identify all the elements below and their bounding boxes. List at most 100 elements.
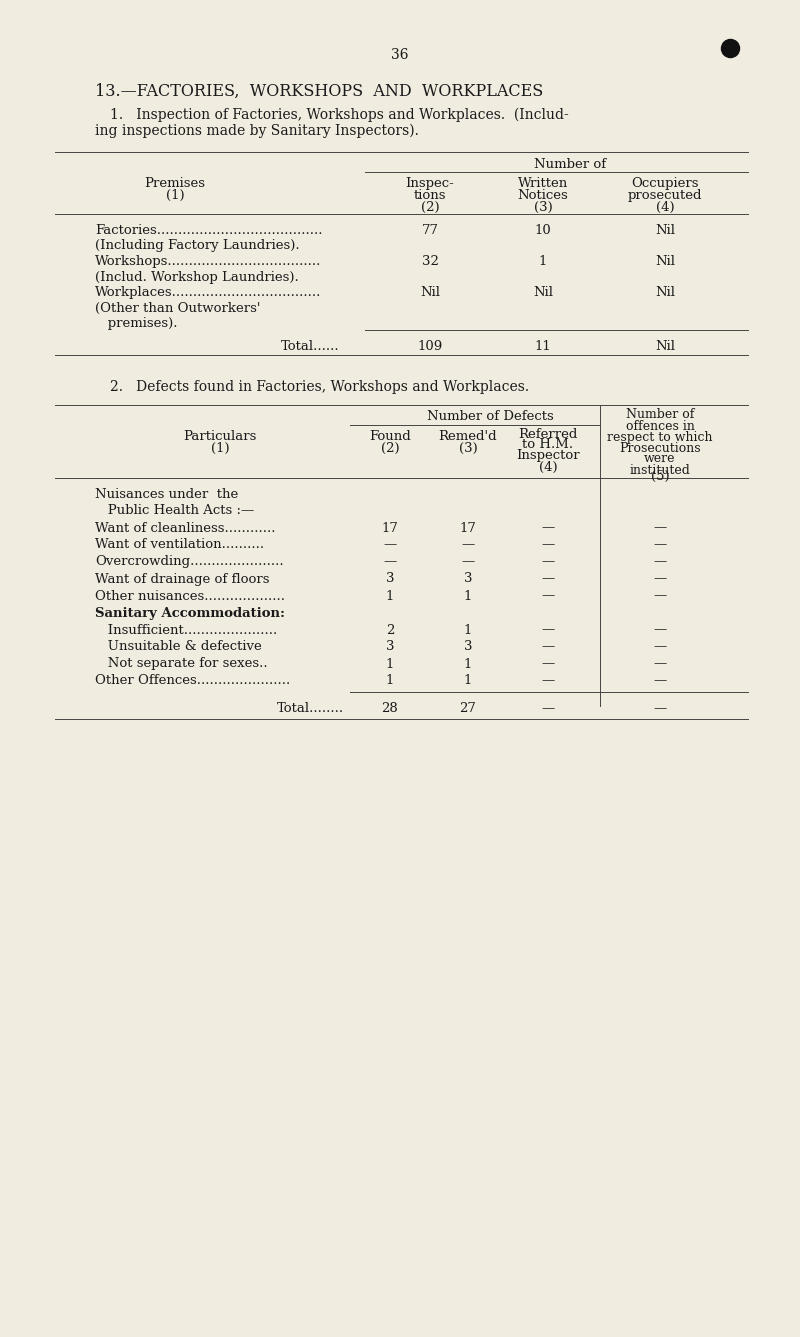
Text: 3: 3 — [386, 572, 394, 586]
Text: —: — — [654, 521, 666, 535]
Text: Particulars: Particulars — [183, 429, 257, 443]
Text: (1): (1) — [166, 189, 184, 202]
Text: were: were — [644, 452, 676, 465]
Text: 1: 1 — [386, 674, 394, 687]
Text: tions: tions — [414, 189, 446, 202]
Text: Remed'd: Remed'd — [438, 429, 498, 443]
Text: —: — — [654, 555, 666, 568]
Text: 11: 11 — [534, 340, 551, 353]
Text: instituted: instituted — [630, 464, 690, 476]
Text: —: — — [462, 539, 474, 551]
Text: —: — — [654, 623, 666, 636]
Text: Nil: Nil — [655, 286, 675, 299]
Text: (Including Factory Laundries).: (Including Factory Laundries). — [95, 239, 300, 253]
Text: Referred: Referred — [518, 428, 578, 440]
Text: —: — — [542, 521, 554, 535]
Text: —: — — [542, 590, 554, 603]
Text: Want of drainage of floors: Want of drainage of floors — [95, 572, 270, 586]
Text: (3): (3) — [458, 441, 478, 455]
Text: Nil: Nil — [655, 225, 675, 237]
Text: Inspec-: Inspec- — [406, 176, 454, 190]
Text: (4): (4) — [656, 201, 674, 214]
Text: (5): (5) — [650, 469, 670, 483]
Text: Workshops....................................: Workshops...............................… — [95, 255, 322, 267]
Text: Prosecutions: Prosecutions — [619, 441, 701, 455]
Text: Inspector: Inspector — [516, 449, 580, 463]
Text: Number of Defects: Number of Defects — [426, 410, 554, 424]
Text: 2: 2 — [386, 623, 394, 636]
Text: Nil: Nil — [655, 340, 675, 353]
Text: 109: 109 — [418, 340, 442, 353]
Text: —: — — [383, 555, 397, 568]
Text: Not separate for sexes..: Not separate for sexes.. — [95, 658, 268, 670]
Text: 3: 3 — [464, 640, 472, 654]
Text: —: — — [542, 555, 554, 568]
Text: —: — — [542, 674, 554, 687]
Text: (Other than Outworkers': (Other than Outworkers' — [95, 302, 261, 314]
Text: Nil: Nil — [420, 286, 440, 299]
Text: ing inspections made by Sanitary Inspectors).: ing inspections made by Sanitary Inspect… — [95, 124, 419, 139]
Text: Sanitary Accommodation:: Sanitary Accommodation: — [95, 607, 285, 619]
Text: —: — — [654, 590, 666, 603]
Text: Premises: Premises — [145, 176, 206, 190]
Text: 1: 1 — [386, 590, 394, 603]
Text: Unsuitable & defective: Unsuitable & defective — [95, 640, 262, 654]
Text: 17: 17 — [382, 521, 398, 535]
Text: Total........: Total........ — [277, 702, 343, 715]
Text: 3: 3 — [464, 572, 472, 586]
Text: 28: 28 — [382, 702, 398, 715]
Text: —: — — [654, 539, 666, 551]
Text: —: — — [542, 539, 554, 551]
Text: (4): (4) — [538, 460, 558, 473]
Text: Other Offences......................: Other Offences...................... — [95, 674, 290, 687]
Text: 2.   Defects found in Factories, Workshops and Workplaces.: 2. Defects found in Factories, Workshops… — [110, 380, 529, 393]
Text: premises).: premises). — [95, 317, 178, 330]
Text: Number of: Number of — [534, 158, 606, 171]
Text: —: — — [542, 640, 554, 654]
Text: —: — — [654, 702, 666, 715]
Text: Factories.......................................: Factories...............................… — [95, 225, 322, 237]
Text: Nil: Nil — [533, 286, 553, 299]
Text: Nuisances under  the: Nuisances under the — [95, 488, 238, 500]
Text: Want of cleanliness............: Want of cleanliness............ — [95, 521, 275, 535]
Text: 10: 10 — [534, 225, 551, 237]
Text: Total......: Total...... — [281, 340, 339, 353]
Text: Want of ventilation..........: Want of ventilation.......... — [95, 539, 264, 551]
Text: Number of: Number of — [626, 409, 694, 421]
Text: 13.—FACTORIES,  WORKSHOPS  AND  WORKPLACES: 13.—FACTORIES, WORKSHOPS AND WORKPLACES — [95, 83, 543, 100]
Text: 32: 32 — [422, 255, 438, 267]
Text: 1: 1 — [386, 658, 394, 670]
Text: 1.   Inspection of Factories, Workshops and Workplaces.  (Includ-: 1. Inspection of Factories, Workshops an… — [110, 108, 569, 123]
Text: Other nuisances...................: Other nuisances................... — [95, 590, 285, 603]
Text: 17: 17 — [459, 521, 477, 535]
Text: Nil: Nil — [655, 255, 675, 267]
Text: 77: 77 — [422, 225, 438, 237]
Text: —: — — [542, 702, 554, 715]
Text: Overcrowding......................: Overcrowding...................... — [95, 555, 284, 568]
Text: (2): (2) — [381, 441, 399, 455]
Text: —: — — [654, 572, 666, 586]
Text: (Includ. Workshop Laundries).: (Includ. Workshop Laundries). — [95, 270, 298, 283]
Text: —: — — [654, 658, 666, 670]
Text: 36: 36 — [391, 48, 409, 62]
Text: 1: 1 — [464, 674, 472, 687]
Text: —: — — [654, 674, 666, 687]
Text: —: — — [542, 572, 554, 586]
Text: Workplaces...................................: Workplaces..............................… — [95, 286, 322, 299]
Text: —: — — [654, 640, 666, 654]
Text: —: — — [542, 623, 554, 636]
Text: Public Health Acts :—: Public Health Acts :— — [95, 504, 254, 517]
Text: —: — — [383, 539, 397, 551]
Text: Notices: Notices — [518, 189, 568, 202]
Text: —: — — [462, 555, 474, 568]
Text: —: — — [542, 658, 554, 670]
Text: 1: 1 — [464, 623, 472, 636]
Text: 1: 1 — [464, 590, 472, 603]
Text: (3): (3) — [534, 201, 552, 214]
Text: Written: Written — [518, 176, 568, 190]
Text: Found: Found — [369, 429, 411, 443]
Text: to H.M.: to H.M. — [522, 439, 574, 452]
Text: 3: 3 — [386, 640, 394, 654]
Text: 27: 27 — [459, 702, 477, 715]
Text: Occupiers: Occupiers — [631, 176, 698, 190]
